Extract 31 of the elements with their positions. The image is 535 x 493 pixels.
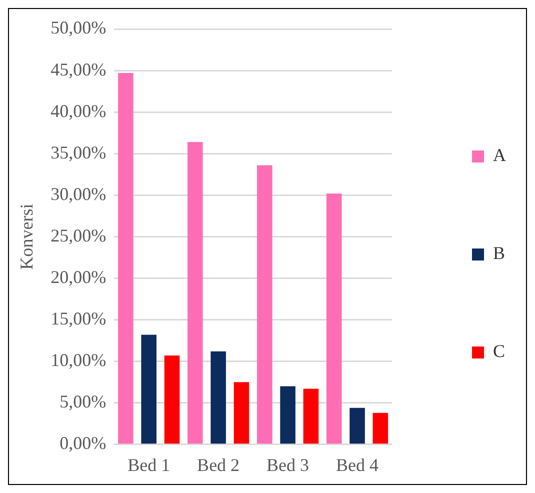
y-axis-title: Konversi bbox=[16, 204, 37, 270]
bar bbox=[234, 382, 250, 444]
x-tick-label: Bed 3 bbox=[266, 454, 310, 475]
y-tick-label: 0,00% bbox=[60, 433, 106, 454]
bar bbox=[303, 388, 319, 444]
y-tick-label: 50,00% bbox=[50, 18, 106, 38]
y-tick-label: 45,00% bbox=[50, 59, 106, 80]
bar bbox=[256, 165, 272, 444]
bar bbox=[188, 142, 203, 444]
legend-label: C bbox=[493, 341, 506, 362]
x-tick-label: Bed 2 bbox=[197, 454, 240, 475]
bar bbox=[350, 408, 365, 444]
bar bbox=[164, 356, 180, 444]
bar bbox=[118, 73, 134, 444]
y-tick-label: 40,00% bbox=[50, 100, 106, 121]
y-tick-label: 25,00% bbox=[50, 225, 106, 246]
legend-label: A bbox=[493, 145, 506, 166]
bar bbox=[326, 194, 342, 444]
y-tick-label: 15,00% bbox=[50, 308, 106, 329]
y-tick-label: 5,00% bbox=[60, 392, 106, 412]
y-tick-label: 10,00% bbox=[50, 350, 106, 370]
y-tick-label: 30,00% bbox=[50, 184, 106, 204]
legend-label: B bbox=[493, 243, 506, 264]
x-tick-label: Bed 4 bbox=[336, 454, 379, 475]
y-tick-label: 20,00% bbox=[50, 266, 106, 287]
bar bbox=[141, 334, 156, 444]
x-tick-label: Bed 1 bbox=[128, 454, 170, 475]
bar bbox=[280, 386, 296, 444]
bar bbox=[372, 412, 388, 444]
y-tick-label: 35,00% bbox=[50, 142, 106, 162]
bar bbox=[210, 351, 226, 444]
